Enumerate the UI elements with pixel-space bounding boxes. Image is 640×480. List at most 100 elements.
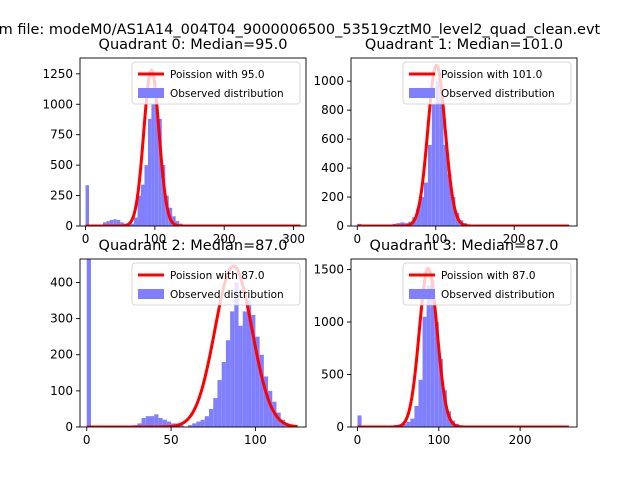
legend-hist-swatch: [138, 88, 164, 98]
hist-bar: [451, 197, 456, 226]
hist-bar: [196, 421, 201, 427]
subplot-title: Quadrant 1: Median=101.0: [365, 37, 563, 53]
y-tick-label: 100: [50, 384, 73, 398]
hist-bar: [141, 417, 146, 427]
y-tick-label: 300: [50, 312, 73, 326]
hist-bar: [263, 376, 269, 427]
hist-bar: [172, 216, 176, 226]
hist-bar: [435, 81, 440, 226]
hist-bar: [268, 390, 273, 427]
axes-frame: [350, 57, 578, 227]
hist-bar: [141, 184, 145, 226]
legend-label-observed: Observed distribution: [170, 289, 284, 301]
hist-bar: [116, 219, 121, 226]
hist-bar: [166, 421, 172, 427]
axes-frame: [79, 57, 307, 227]
hist-bar: [410, 418, 415, 427]
hist-bar: [225, 340, 231, 427]
legend-label-poisson: Poission with 101.0: [441, 69, 542, 81]
y-tick-label: 1000: [313, 74, 344, 88]
legend-hist-swatch: [409, 88, 435, 98]
legend-box: [131, 262, 301, 306]
hist-bar: [251, 315, 256, 427]
hist-bar: [158, 118, 162, 226]
hist-bar: [213, 398, 218, 427]
subplot-title: Quadrant 2: Median=87.0: [99, 238, 288, 254]
hist-bar: [137, 423, 142, 427]
x-tick-label: 0: [83, 433, 91, 447]
hist-bar: [147, 118, 152, 226]
y-tick-label: 0: [65, 420, 73, 434]
legend: Poission with 95.0 Observed distribution: [131, 61, 301, 105]
hist-bar: [246, 300, 252, 427]
hist-bar: [426, 285, 431, 427]
hist-bar: [431, 104, 436, 226]
hist-bar: [134, 217, 138, 226]
hist-bar: [242, 311, 247, 427]
hist-bar: [106, 221, 110, 226]
hist-bar: [416, 208, 421, 226]
hist-bar: [204, 416, 210, 427]
hist-bar: [154, 99, 159, 226]
hist-bar: [217, 380, 222, 427]
hist-bar: [187, 425, 193, 427]
axes-frame: [350, 258, 578, 428]
hist-bar: [430, 280, 435, 427]
subplot-title: Quadrant 3: Median=87.0: [370, 238, 559, 254]
legend-box: [402, 262, 572, 306]
x-tick-label: 200: [503, 232, 526, 246]
y-tick-label: 500: [321, 368, 344, 382]
y-tick-label: 600: [321, 132, 344, 146]
legend-hist-swatch: [409, 289, 435, 299]
y-tick-label: 0: [65, 219, 73, 233]
x-tick-label: 200: [213, 232, 236, 246]
x-tick-label: 300: [282, 232, 305, 246]
hist-bar: [192, 423, 197, 427]
hist-bar: [137, 195, 142, 226]
hist-bar: [434, 322, 439, 427]
hist-bar: [120, 222, 124, 226]
hist-bar: [85, 185, 90, 226]
hist-bar: [145, 416, 150, 427]
y-tick-label: 1250: [42, 67, 73, 81]
hist-bar: [149, 416, 155, 427]
legend-hist-swatch: [138, 289, 164, 299]
legend-box: [402, 61, 572, 105]
hist-bar: [255, 336, 260, 427]
legend-label-observed: Observed distribution: [441, 88, 555, 100]
legend: Poission with 87.0 Observed distribution: [402, 262, 572, 306]
hist-bar: [414, 406, 419, 427]
y-tick-label: 0: [336, 420, 344, 434]
hist-bar: [438, 358, 443, 427]
hist-bar: [420, 197, 424, 226]
hist-bar: [144, 165, 148, 226]
legend-label-observed: Observed distribution: [170, 88, 284, 100]
hist-bar: [427, 144, 432, 226]
subplot-quadrant-1: 0 100 200 0 200 400 600 800 1000 Quadrant 1: Medi…: [313, 37, 578, 246]
subplot-title: Quadrant 0: Median=95.0: [99, 37, 288, 53]
hist-bar: [439, 97, 444, 226]
hist-bar: [158, 417, 163, 427]
figure-suptitle: Data from file: modeM0/AS1A14_004T04_900…: [0, 22, 601, 38]
hist-bar: [259, 354, 264, 427]
hist-bar: [443, 144, 448, 226]
axes-frame: [79, 258, 307, 428]
hist-bar: [113, 219, 117, 226]
y-tick-label: 400: [50, 275, 73, 289]
hist-bar: [423, 182, 428, 226]
hist-bar: [402, 423, 407, 427]
y-tick-label: 1000: [42, 97, 73, 111]
plot-area: [85, 259, 299, 427]
hist-bar: [109, 219, 114, 226]
x-tick-label: 100: [427, 433, 450, 447]
x-tick-label: 0: [353, 232, 361, 246]
legend-label-poisson: Poission with 87.0: [170, 270, 265, 282]
x-tick-label: 0: [82, 232, 90, 246]
subplot-quadrant-3: 0 100 200 0 500 1000 1500 Quadrant 3: Median=87…: [313, 238, 578, 447]
y-tick-label: 200: [321, 190, 344, 204]
y-tick-label: 400: [321, 161, 344, 175]
hist-bar: [418, 379, 423, 427]
x-tick-label: 200: [509, 433, 532, 447]
